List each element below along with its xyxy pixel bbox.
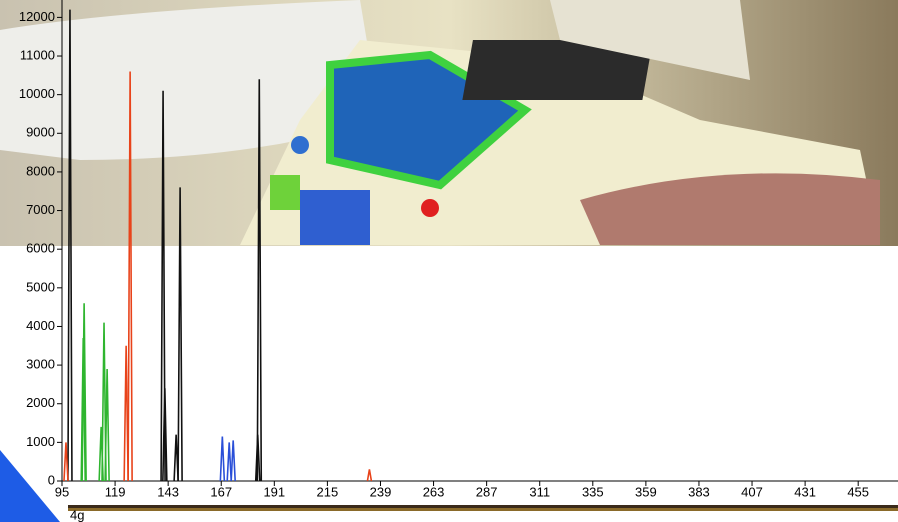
peak xyxy=(226,442,232,482)
peak xyxy=(104,368,110,482)
x-tick-label: 239 xyxy=(370,484,392,499)
y-tick-label: 6000 xyxy=(26,241,55,256)
y-tick-label: 7000 xyxy=(26,202,55,217)
peak xyxy=(177,187,183,482)
peak xyxy=(67,9,73,482)
peak xyxy=(160,90,166,482)
y-tick-label: 5000 xyxy=(26,279,55,294)
peak xyxy=(366,469,373,482)
x-tick-label: 455 xyxy=(847,484,869,499)
photo-background xyxy=(0,0,898,246)
peak xyxy=(127,71,133,482)
footer-label: 4g xyxy=(70,507,84,522)
y-tick-label: 0 xyxy=(48,472,55,487)
x-tick-label: 95 xyxy=(55,484,69,499)
x-tick-label: 287 xyxy=(476,484,498,499)
x-tick-label: 215 xyxy=(317,484,339,499)
peak xyxy=(230,440,236,482)
peak xyxy=(162,388,168,482)
x-tick-label: 119 xyxy=(105,484,126,499)
x-tick-label: 191 xyxy=(263,484,285,499)
x-tick-label: 143 xyxy=(157,484,179,499)
x-tick-label: 359 xyxy=(635,484,657,499)
y-tick-label: 12000 xyxy=(19,9,55,24)
x-tick-label: 263 xyxy=(423,484,445,499)
x-tick-label: 335 xyxy=(582,484,604,499)
y-tick-label: 8000 xyxy=(26,163,55,178)
y-tick-label: 4000 xyxy=(26,318,55,333)
peak xyxy=(123,345,129,482)
peak xyxy=(81,303,87,482)
y-tick-label: 1000 xyxy=(26,434,55,449)
x-tick-label: 167 xyxy=(210,484,232,499)
x-tick-label: 311 xyxy=(529,484,550,499)
peak xyxy=(63,442,69,482)
peak xyxy=(219,436,226,482)
y-tick-label: 3000 xyxy=(26,357,55,372)
y-tick-label: 9000 xyxy=(26,125,55,140)
y-tick-label: 11000 xyxy=(20,47,55,62)
x-tick-label: 431 xyxy=(794,484,816,499)
y-tick-label: 2000 xyxy=(26,395,55,410)
x-tick-label: 407 xyxy=(741,484,763,499)
y-tick-label: 10000 xyxy=(19,86,55,101)
x-tick-label: 383 xyxy=(688,484,710,499)
peak xyxy=(256,79,263,482)
